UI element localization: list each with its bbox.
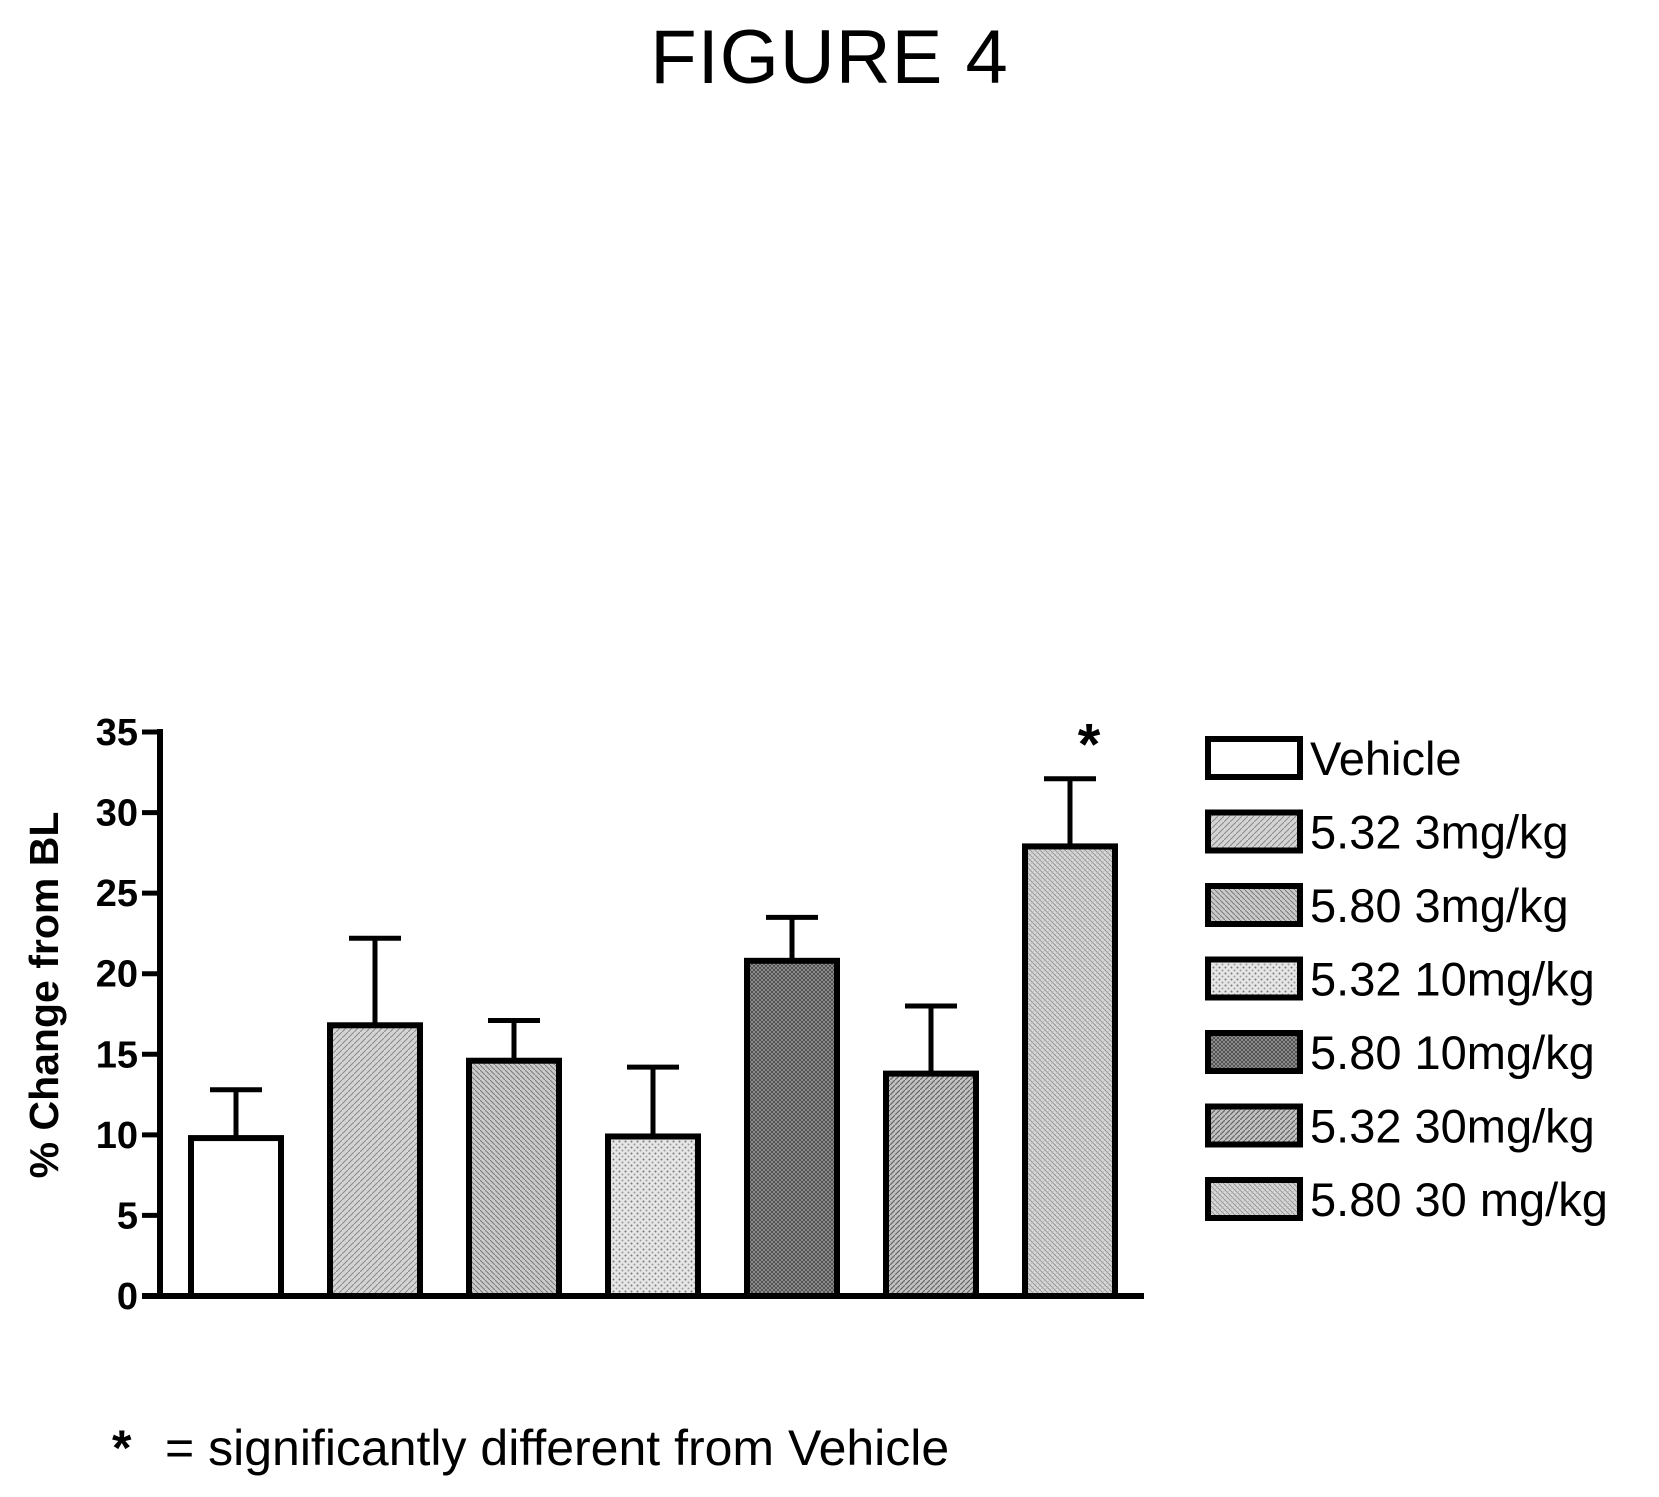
footnote-text: = significantly different from Vehicle <box>165 1420 949 1476</box>
y-axis-label: % Change from BL <box>21 812 67 1179</box>
legend-swatch <box>1205 883 1303 927</box>
bar <box>605 1133 701 1300</box>
bars: * <box>188 713 1118 1300</box>
y-tick-label: 10 <box>96 1115 138 1157</box>
y-tick-label: 25 <box>96 873 138 915</box>
bar <box>744 957 840 1300</box>
legend-label: 5.32 30mg/kg <box>1310 1100 1595 1153</box>
bar <box>188 1135 284 1299</box>
legend-label: 5.80 10mg/kg <box>1310 1026 1595 1079</box>
legend-item: 5.32 30mg/kg <box>1205 1100 1595 1153</box>
legend-swatch <box>1205 736 1303 780</box>
legend-label: Vehicle <box>1310 732 1462 785</box>
y-tick-label: 20 <box>96 954 138 996</box>
bar-group <box>605 1064 701 1300</box>
bar-group <box>327 935 423 1300</box>
bar <box>1022 843 1118 1299</box>
legend-item: 5.80 30 mg/kg <box>1205 1173 1608 1226</box>
legend-label: 5.32 3mg/kg <box>1310 806 1569 859</box>
legend-swatch <box>1205 1103 1303 1148</box>
legend: Vehicle 5.32 3mg/kg 5.80 3mg/kg 5.32 10mg/… <box>1205 732 1608 1226</box>
significance-marker: * <box>1078 713 1101 778</box>
legend-label: 5.80 3mg/kg <box>1310 879 1569 932</box>
bar-group <box>188 1087 284 1299</box>
legend-swatch <box>1205 1030 1303 1074</box>
legend-item: 5.80 3mg/kg <box>1205 879 1569 932</box>
bar <box>327 1022 423 1300</box>
y-axis: 0 5 10 15 20 25 30 35 <box>96 712 163 1318</box>
legend-swatch <box>1205 809 1303 854</box>
legend-item: 5.32 10mg/kg <box>1205 953 1595 1006</box>
legend-item: Vehicle <box>1205 732 1462 785</box>
legend-swatch <box>1205 956 1303 1001</box>
bar-group <box>744 914 840 1300</box>
y-tick-label: 15 <box>96 1034 138 1076</box>
bar-group <box>883 1003 979 1299</box>
bar-group <box>466 1017 562 1300</box>
figure-title: FIGURE 4 <box>650 15 1009 100</box>
bar-group: * <box>1022 713 1118 1299</box>
y-tick-label: 30 <box>96 793 138 835</box>
bar <box>883 1070 979 1299</box>
legend-swatch <box>1205 1177 1303 1221</box>
y-tick-label: 5 <box>117 1195 138 1237</box>
bar <box>466 1057 562 1300</box>
y-tick-label: 35 <box>96 712 138 754</box>
legend-item: 5.32 3mg/kg <box>1205 806 1569 859</box>
y-tick-label: 0 <box>117 1276 138 1318</box>
legend-label: 5.32 10mg/kg <box>1310 953 1595 1006</box>
footnote-marker: * <box>112 1420 132 1476</box>
legend-item: 5.80 10mg/kg <box>1205 1026 1595 1079</box>
legend-label: 5.80 30 mg/kg <box>1310 1173 1608 1226</box>
